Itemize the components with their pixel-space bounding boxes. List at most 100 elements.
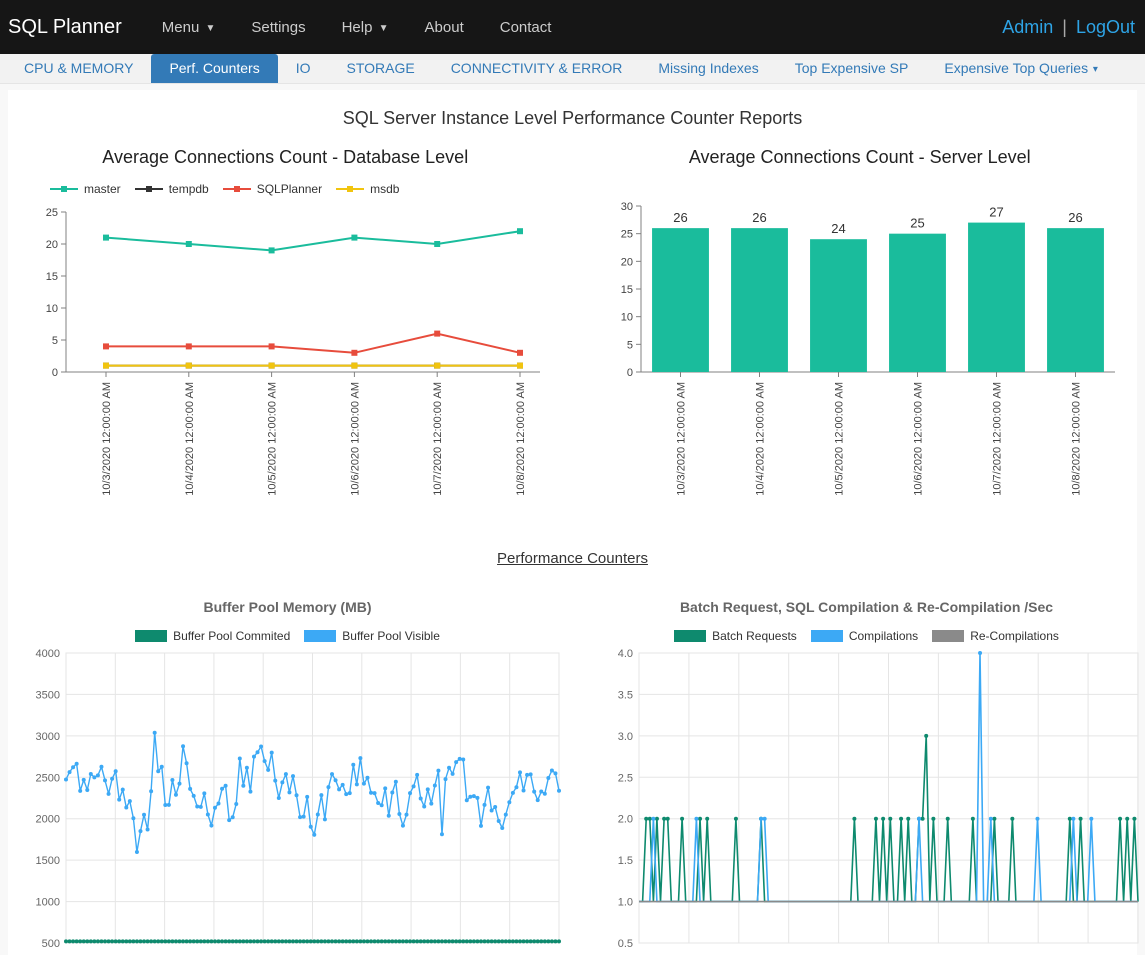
caret-down-icon: ▼: [379, 23, 389, 34]
svg-text:25: 25: [46, 207, 58, 219]
legend-label: SQLPlanner: [257, 182, 322, 196]
svg-text:0.5: 0.5: [618, 938, 633, 949]
legend-item[interactable]: tempdb: [135, 182, 209, 196]
tab-item[interactable]: Missing Indexes: [640, 54, 776, 83]
legend-label: master: [84, 182, 121, 196]
logout-link[interactable]: LogOut: [1076, 17, 1135, 37]
caret-down-icon: ▼: [205, 23, 215, 34]
legend-item[interactable]: Re-Compilations: [932, 629, 1059, 643]
tabbar: CPU & MEMORYPerf. CountersIOSTORAGECONNE…: [0, 54, 1145, 84]
chart-batch-panel: Batch Request, SQL Compilation & Re-Comp…: [589, 595, 1144, 949]
chart-buffer-legend: Buffer Pool Commited Buffer Pool Visible: [10, 629, 565, 643]
chart-db-title: Average Connections Count - Database Lev…: [10, 147, 561, 168]
legend-label: msdb: [370, 182, 399, 196]
chart-srv: 0 5 10 15 20 25 30 26 10/3/2020 12:00:00 AM 26 10/…: [585, 182, 1125, 502]
tab-item[interactable]: Perf. Counters: [151, 54, 277, 83]
tab-item[interactable]: CPU & MEMORY: [6, 54, 151, 83]
svg-text:10/8/2020 12:00:00 AM: 10/8/2020 12:00:00 AM: [1070, 382, 1082, 496]
legend-label: Re-Compilations: [970, 629, 1059, 643]
svg-text:10/5/2020 12:00:00 AM: 10/5/2020 12:00:00 AM: [833, 382, 845, 496]
chart-srv-panel: Average Connections Count - Server Level…: [585, 141, 1136, 502]
app-brand[interactable]: SQL Planner: [4, 16, 136, 39]
svg-text:20: 20: [620, 256, 632, 268]
legend-swatch: [50, 184, 78, 194]
svg-text:26: 26: [673, 210, 687, 225]
svg-text:15: 15: [620, 284, 632, 296]
page: SQL Server Instance Level Performance Co…: [0, 84, 1145, 955]
svg-text:30: 30: [620, 201, 632, 213]
svg-text:27: 27: [989, 205, 1003, 220]
svg-text:5: 5: [52, 335, 58, 347]
svg-text:10/5/2020 12:00:00 AM: 10/5/2020 12:00:00 AM: [267, 382, 279, 496]
legend-swatch: [135, 630, 167, 642]
topmenu-item[interactable]: Settings: [235, 11, 321, 44]
section-heading: Performance Counters: [10, 550, 1135, 567]
chart-db-legend: master tempdb SQLPlanner msdb: [50, 182, 561, 196]
chart-batch-title: Batch Request, SQL Compilation & Re-Comp…: [589, 599, 1144, 615]
svg-text:10/7/2020 12:00:00 AM: 10/7/2020 12:00:00 AM: [991, 382, 1003, 496]
tab-item[interactable]: Top Expensive SP: [777, 54, 927, 83]
legend-item[interactable]: SQLPlanner: [223, 182, 322, 196]
svg-text:0: 0: [626, 367, 632, 379]
svg-text:0: 0: [52, 367, 58, 379]
svg-text:1.0: 1.0: [618, 897, 633, 909]
chart-buffer-title: Buffer Pool Memory (MB): [10, 599, 565, 615]
legend-item[interactable]: Batch Requests: [674, 629, 797, 643]
topmenu-item[interactable]: About: [409, 11, 480, 44]
svg-text:1.5: 1.5: [618, 855, 633, 867]
svg-text:2000: 2000: [36, 814, 60, 826]
svg-text:26: 26: [1068, 210, 1082, 225]
svg-text:5: 5: [626, 339, 632, 351]
tab-item[interactable]: Expensive Top Queries ▾: [926, 54, 1116, 83]
chart-buffer: 5001000150020002500300035004000: [10, 649, 565, 949]
svg-text:10/3/2020 12:00:00 AM: 10/3/2020 12:00:00 AM: [675, 382, 687, 496]
legend-item[interactable]: msdb: [336, 182, 399, 196]
svg-text:4000: 4000: [36, 649, 60, 660]
svg-text:20: 20: [46, 239, 58, 251]
svg-text:10: 10: [620, 312, 632, 324]
tab-item[interactable]: CONNECTIVITY & ERROR: [433, 54, 641, 83]
top-menu: Menu ▼SettingsHelp ▼AboutContact: [146, 11, 568, 44]
legend-swatch: [932, 630, 964, 642]
topbar-right: Admin | LogOut: [1002, 17, 1135, 38]
svg-text:10/4/2020 12:00:00 AM: 10/4/2020 12:00:00 AM: [184, 382, 196, 496]
caret-down-icon: ▾: [1090, 64, 1098, 75]
tab-item[interactable]: STORAGE: [328, 54, 432, 83]
svg-text:25: 25: [910, 216, 924, 231]
legend-swatch: [135, 184, 163, 194]
legend-label: tempdb: [169, 182, 209, 196]
svg-text:24: 24: [831, 221, 845, 236]
svg-text:10/8/2020 12:00:00 AM: 10/8/2020 12:00:00 AM: [515, 382, 527, 496]
svg-text:3.0: 3.0: [618, 731, 633, 743]
page-title: SQL Server Instance Level Performance Co…: [10, 98, 1135, 141]
svg-text:10/4/2020 12:00:00 AM: 10/4/2020 12:00:00 AM: [754, 382, 766, 496]
legend-swatch: [674, 630, 706, 642]
svg-text:4.0: 4.0: [618, 649, 633, 660]
tab-item[interactable]: IO: [278, 54, 329, 83]
svg-text:2.0: 2.0: [618, 814, 633, 826]
svg-text:10/3/2020 12:00:00 AM: 10/3/2020 12:00:00 AM: [101, 382, 113, 496]
separator: |: [1058, 17, 1071, 37]
topmenu-item[interactable]: Menu ▼: [146, 11, 232, 44]
svg-text:3000: 3000: [36, 731, 60, 743]
chart-batch: 0.51.01.52.02.53.03.54.0: [589, 649, 1144, 949]
legend-swatch: [336, 184, 364, 194]
legend-swatch: [304, 630, 336, 642]
svg-text:10/6/2020 12:00:00 AM: 10/6/2020 12:00:00 AM: [912, 382, 924, 496]
topbar: SQL Planner Menu ▼SettingsHelp ▼AboutCon…: [0, 0, 1145, 54]
legend-item[interactable]: master: [50, 182, 121, 196]
legend-swatch: [811, 630, 843, 642]
legend-label: Buffer Pool Commited: [173, 629, 290, 643]
legend-item[interactable]: Buffer Pool Commited: [135, 629, 290, 643]
topmenu-item[interactable]: Contact: [484, 11, 568, 44]
topmenu-item[interactable]: Help ▼: [326, 11, 405, 44]
chart-db: 051015202510/3/2020 12:00:00 AM10/4/2020…: [10, 202, 550, 502]
svg-text:10: 10: [46, 303, 58, 315]
svg-text:500: 500: [42, 938, 60, 949]
legend-item[interactable]: Compilations: [811, 629, 918, 643]
svg-text:26: 26: [752, 210, 766, 225]
svg-text:3500: 3500: [36, 689, 60, 701]
legend-item[interactable]: Buffer Pool Visible: [304, 629, 440, 643]
chart-batch-legend: Batch Requests Compilations Re-Compilation…: [589, 629, 1144, 643]
admin-link[interactable]: Admin: [1002, 17, 1053, 37]
